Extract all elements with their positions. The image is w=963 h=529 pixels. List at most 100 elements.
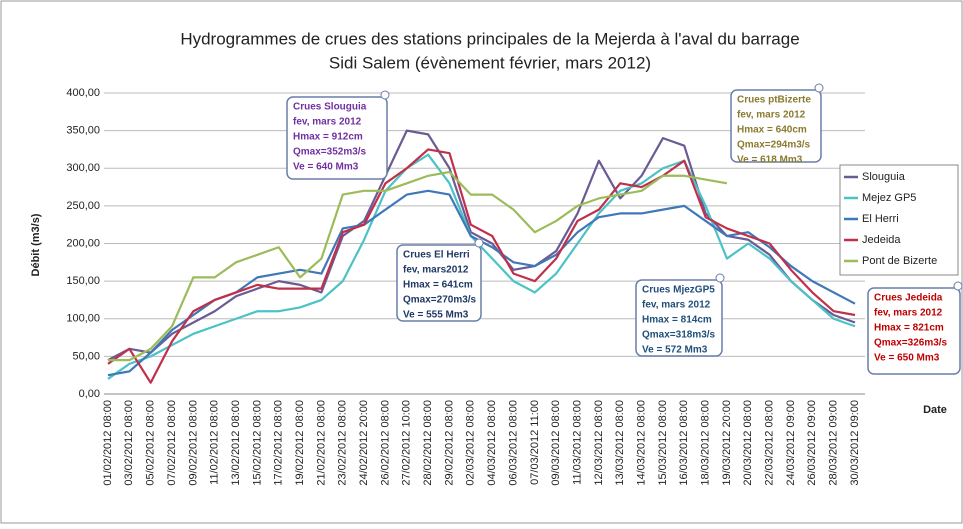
annotation-text: Qmax=326m3/s (874, 338, 948, 349)
annotation: Crues Jedeida fev, mars 2012 Hmax = 821cm Q… (867, 281, 963, 375)
annotation-curl (474, 238, 484, 248)
annotation-box (867, 287, 961, 375)
y-tick-label: 250,00 (66, 200, 100, 212)
annotation: Crues ptBizerte fev, mars 2012 Hmax = 640c… (730, 83, 824, 166)
chart-title: Hydrogrammes de crues des stations princ… (180, 29, 799, 48)
annotation-text: fev, mars2012 (403, 265, 469, 276)
annotation-text: Ve = 650 Mm3 (874, 353, 940, 364)
series-line (108, 170, 728, 362)
annotation-text: fev, mars 2012 (293, 117, 362, 128)
legend-box (839, 164, 959, 276)
annotation-curl (715, 273, 725, 283)
x-tick-label: 03/02/2012 08:00 (123, 400, 135, 486)
x-tick-label: 17/02/2012 08:00 (273, 400, 285, 486)
x-tick-label: 07/02/2012 08:00 (166, 400, 178, 486)
chart-title: Sidi Salem (évènement février, mars 2012… (329, 53, 651, 72)
annotation: Crues El Herri fev, mars2012 Hmax = 641cm Q… (396, 238, 484, 322)
annotation-text: Crues El Herri (403, 250, 470, 261)
x-axis-label: Date (923, 404, 947, 416)
annotation-text: fev, mars 2012 (874, 308, 943, 319)
y-tick-label: 350,00 (66, 125, 100, 137)
legend-label: Pont de Bizerte (862, 255, 937, 267)
x-tick-label: 09/02/2012 08:00 (187, 400, 199, 486)
annotation: Crues MjezGP5 fev, mars 2012 Hmax = 814cm Q… (635, 273, 725, 357)
legend-label: El Herri (862, 213, 899, 225)
x-tick-label: 28/02/2012 08:00 (422, 400, 434, 486)
annotation-text: Hmax = 912cm (293, 132, 363, 143)
x-tick-label: 18/03/2012 08:00 (700, 400, 712, 486)
y-tick-label: 150,00 (66, 275, 100, 287)
x-tick-label: 26/03/2012 09:00 (806, 400, 818, 486)
x-tick-label: 23/02/2012 08:00 (337, 400, 349, 486)
annotation-box (286, 96, 388, 180)
x-tick-label: 11/02/2012 08:00 (209, 400, 221, 485)
x-tick-label: 02/03/2012 08:00 (465, 400, 477, 486)
x-tick-label: 04/03/2012 08:00 (486, 400, 498, 486)
x-tick-label: 09/03/2012 08:00 (550, 400, 562, 486)
annotation-text: Hmax = 814cm (642, 315, 712, 326)
annotation-text: Hmax = 641cm (403, 280, 473, 291)
legend-label: Slouguia (862, 171, 906, 183)
annotation-text: Crues Slouguia (293, 102, 367, 113)
x-tick-label: 24/02/2012 20:00 (358, 400, 370, 486)
annotation-text: fev, mars 2012 (737, 110, 806, 121)
annotation-text: Hmax = 821cm (874, 323, 944, 334)
x-tick-label: 20/03/2012 08:00 (742, 400, 754, 486)
series-line (107, 153, 856, 380)
x-tick-label: 12/03/2012 08:00 (593, 400, 605, 486)
x-tick-label: 26/02/2012 08:00 (379, 400, 391, 486)
x-tick-label: 07/03/2012 11:00 (529, 400, 541, 485)
y-tick-label: 100,00 (66, 313, 100, 325)
x-tick-label: 21/02/2012 08:00 (315, 400, 327, 486)
x-tick-label: 16/03/2012 08:00 (678, 400, 690, 486)
y-tick-label: 50,00 (72, 350, 100, 362)
annotation-text: fev, mars 2012 (642, 300, 711, 311)
annotation: Crues Slouguia fev, mars 2012 Hmax = 912cm… (286, 90, 390, 180)
annotation-text: Qmax=270m3/s (403, 295, 477, 306)
x-tick-label: 19/03/2012 20:00 (721, 400, 733, 486)
x-tick-label: 29/02/2012 08:00 (443, 400, 455, 486)
x-tick-label: 05/02/2012 08:00 (145, 400, 157, 486)
x-tick-label: 24/03/2012 09:00 (785, 400, 797, 486)
x-tick-label: 14/03/2012 08:00 (635, 400, 647, 486)
series-line (107, 148, 856, 384)
annotation-text: Qmax=318m3/s (642, 330, 716, 341)
annotation-text: Ve = 640 Mm3 (293, 162, 359, 173)
y-axis-label: Débit (m3/s) (30, 213, 42, 276)
annotation-text: Crues MjezGP5 (642, 285, 715, 296)
x-tick-label: 01/02/2012 08:00 (102, 400, 114, 486)
annotation-text: Qmax=352m3/s (293, 147, 367, 158)
x-tick-label: 11/03/2012 08:00 (571, 400, 583, 485)
annotation-text: Ve = 555 Mm3 (403, 310, 469, 321)
x-tick-label: 15/02/2012 08:00 (251, 400, 263, 486)
annotation-curl (814, 83, 824, 93)
x-tick-label: 15/03/2012 08:00 (657, 400, 669, 486)
annotation-text: Hmax = 640cm (737, 125, 807, 136)
legend-label: Mejez GP5 (862, 192, 916, 204)
annotation-box (635, 279, 723, 357)
x-tick-label: 13/03/2012 08:00 (614, 400, 626, 486)
x-tick-label: 06/03/2012 08:00 (507, 400, 519, 486)
annotation-text: Crues Jedeida (874, 293, 943, 304)
y-tick-label: 200,00 (66, 237, 100, 249)
x-tick-label: 28/03/2012 09:00 (828, 400, 840, 486)
legend-label: Jedeida (862, 234, 901, 246)
x-tick-label: 22/03/2012 08:00 (764, 400, 776, 486)
annotation-text: Crues ptBizerte (737, 95, 811, 106)
x-tick-label: 27/02/2012 10:00 (401, 400, 413, 486)
annotation-text: Ve = 618 Mm3 (737, 155, 803, 166)
annotation-text: Ve = 572 Mm3 (642, 345, 708, 356)
y-tick-label: 300,00 (66, 162, 100, 174)
annotation-curl (953, 281, 963, 291)
series-line (107, 129, 856, 362)
annotation-curl (380, 90, 390, 100)
x-tick-label: 13/02/2012 08:00 (230, 400, 242, 486)
annotation-text: Qmax=294m3/s (737, 140, 811, 151)
x-tick-label: 30/03/2012 09:00 (849, 400, 861, 486)
annotation-box (396, 244, 482, 322)
y-tick-label: 400,00 (66, 87, 100, 99)
annotation-box (730, 89, 822, 163)
y-tick-label: 0,00 (79, 388, 100, 400)
x-tick-label: 19/02/2012 08:00 (294, 400, 306, 486)
